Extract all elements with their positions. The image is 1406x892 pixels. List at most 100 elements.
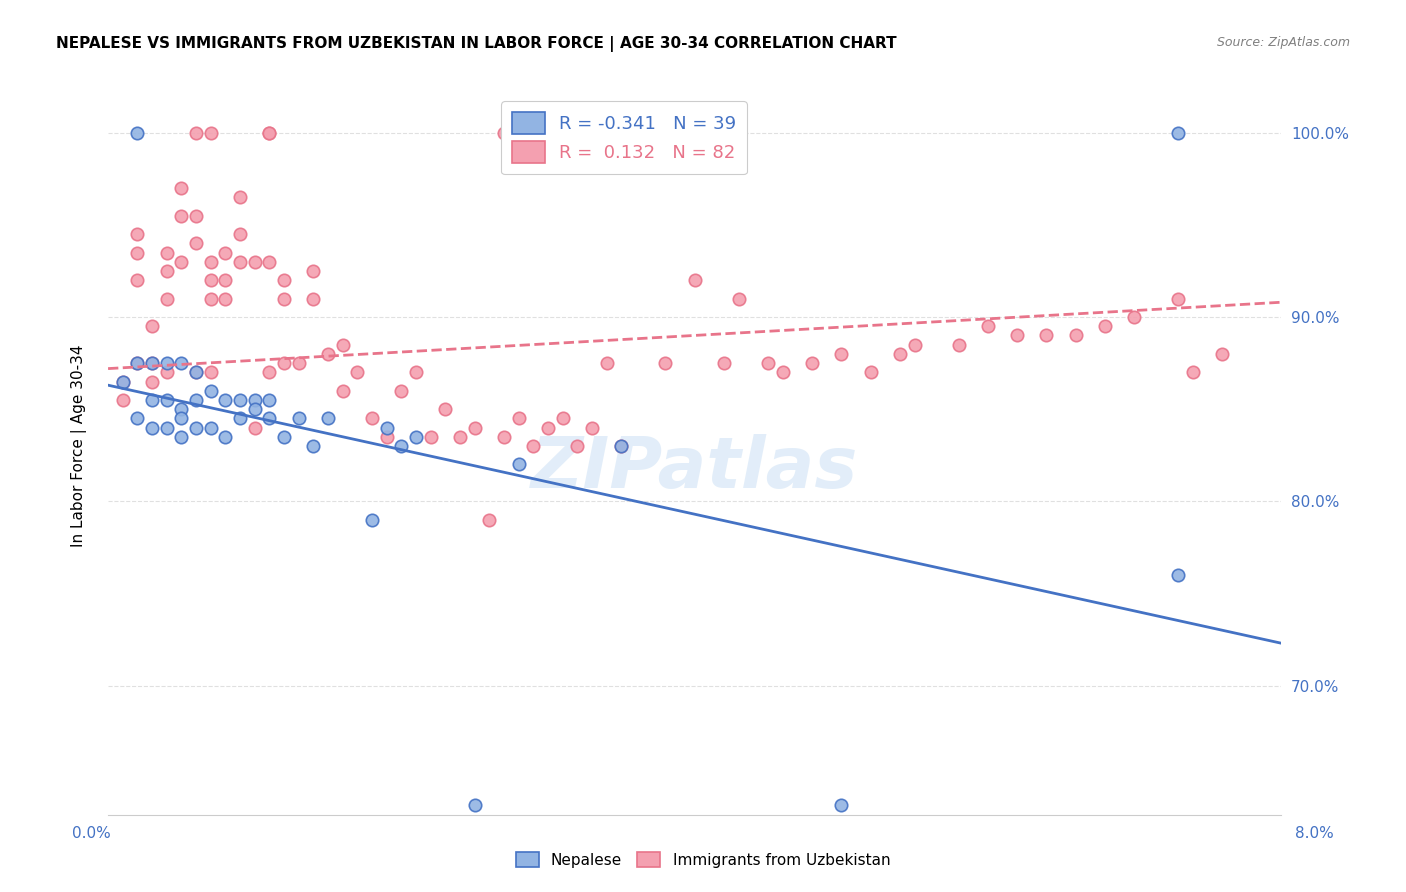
Point <box>1123 310 1146 324</box>
Point <box>287 411 309 425</box>
Point <box>595 356 617 370</box>
Point <box>800 356 823 370</box>
Point <box>200 384 222 398</box>
Point <box>1064 328 1087 343</box>
Point <box>332 384 354 398</box>
Point <box>111 375 134 389</box>
Point <box>243 254 266 268</box>
Point <box>1167 292 1189 306</box>
Point <box>214 273 236 287</box>
Point <box>273 273 295 287</box>
Point <box>889 347 911 361</box>
Point <box>389 384 412 398</box>
Text: Source: ZipAtlas.com: Source: ZipAtlas.com <box>1216 36 1350 49</box>
Point <box>287 356 309 370</box>
Point <box>200 254 222 268</box>
Point <box>859 365 882 379</box>
Point <box>1167 126 1189 140</box>
Point <box>316 411 339 425</box>
Point <box>156 392 179 407</box>
Point <box>405 430 427 444</box>
Point <box>214 430 236 444</box>
Point <box>830 347 852 361</box>
Point <box>200 292 222 306</box>
Point <box>259 411 281 425</box>
Point <box>184 392 207 407</box>
Point <box>156 264 179 278</box>
Point <box>464 420 486 434</box>
Point <box>111 375 134 389</box>
Point <box>127 227 149 241</box>
Point <box>156 292 179 306</box>
Point <box>713 356 735 370</box>
Point <box>141 420 163 434</box>
Point <box>727 292 749 306</box>
Point <box>259 126 281 140</box>
Point <box>508 458 530 472</box>
Point <box>567 439 589 453</box>
Legend: Nepalese, Immigrants from Uzbekistan: Nepalese, Immigrants from Uzbekistan <box>508 844 898 875</box>
Point <box>756 356 779 370</box>
Point <box>1182 365 1205 379</box>
Point <box>141 392 163 407</box>
Point <box>229 190 252 204</box>
Point <box>551 411 574 425</box>
Point <box>273 430 295 444</box>
Text: 8.0%: 8.0% <box>1295 827 1334 841</box>
Point <box>184 365 207 379</box>
Legend: R = -0.341   N = 39, R =  0.132   N = 82: R = -0.341 N = 39, R = 0.132 N = 82 <box>502 101 747 174</box>
Point <box>492 430 515 444</box>
Point <box>200 365 222 379</box>
Point <box>141 375 163 389</box>
Point <box>830 798 852 813</box>
Point <box>654 356 676 370</box>
Point <box>127 245 149 260</box>
Point <box>243 392 266 407</box>
Point <box>170 411 193 425</box>
Point <box>200 273 222 287</box>
Point <box>683 273 706 287</box>
Point <box>170 356 193 370</box>
Point <box>478 513 501 527</box>
Point <box>170 254 193 268</box>
Point <box>184 365 207 379</box>
Point <box>259 392 281 407</box>
Point <box>141 356 163 370</box>
Point <box>581 420 603 434</box>
Point <box>127 356 149 370</box>
Point <box>127 411 149 425</box>
Point <box>332 337 354 351</box>
Point <box>200 420 222 434</box>
Point <box>184 209 207 223</box>
Point <box>214 292 236 306</box>
Point <box>508 411 530 425</box>
Point <box>302 439 325 453</box>
Point <box>316 347 339 361</box>
Text: ZIPatlas: ZIPatlas <box>531 434 858 502</box>
Point <box>302 264 325 278</box>
Text: NEPALESE VS IMMIGRANTS FROM UZBEKISTAN IN LABOR FORCE | AGE 30-34 CORRELATION CH: NEPALESE VS IMMIGRANTS FROM UZBEKISTAN I… <box>56 36 897 52</box>
Point <box>170 402 193 417</box>
Point <box>156 365 179 379</box>
Point <box>1005 328 1028 343</box>
Point <box>464 798 486 813</box>
Point <box>127 356 149 370</box>
Point <box>184 420 207 434</box>
Text: 0.0%: 0.0% <box>72 827 111 841</box>
Point <box>214 245 236 260</box>
Point <box>361 411 384 425</box>
Point <box>200 126 222 140</box>
Point <box>243 420 266 434</box>
Point <box>229 411 252 425</box>
Point <box>375 420 398 434</box>
Point <box>1035 328 1057 343</box>
Point <box>522 439 544 453</box>
Point <box>273 356 295 370</box>
Point <box>259 126 281 140</box>
Point <box>772 365 794 379</box>
Point <box>229 254 252 268</box>
Point <box>1167 568 1189 582</box>
Y-axis label: In Labor Force | Age 30-34: In Labor Force | Age 30-34 <box>72 344 87 548</box>
Point <box>948 337 970 351</box>
Point <box>184 236 207 251</box>
